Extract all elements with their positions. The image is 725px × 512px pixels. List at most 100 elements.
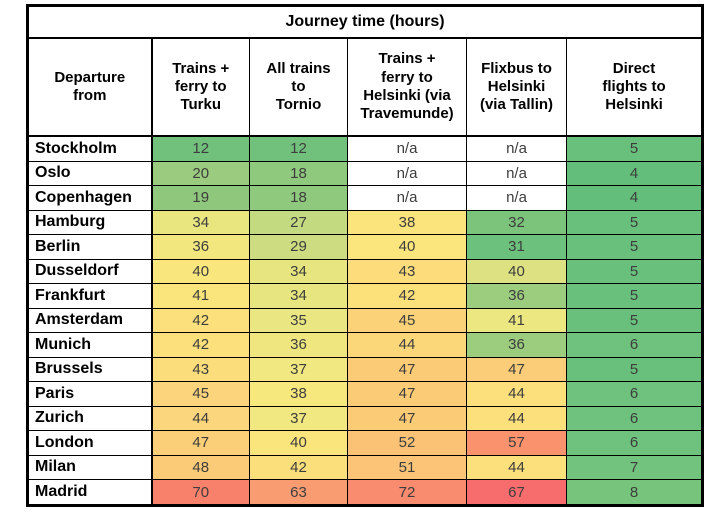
table-row: Paris 45 38 47 44 6 — [27, 381, 704, 407]
value-cell: 35 — [249, 307, 348, 334]
table-row: Oslo 20 18 n/a n/a 4 — [27, 160, 704, 187]
header-row: Departure from Trains + ferry to Turku A… — [27, 37, 704, 137]
table-row: Copenhagen 19 18 n/a n/a 4 — [27, 185, 704, 211]
value-cell: 6 — [565, 332, 704, 358]
value-cell: 43 — [151, 356, 250, 383]
value-cell: 48 — [151, 454, 250, 481]
value-cell: 57 — [466, 430, 567, 456]
value-cell: 38 — [249, 381, 348, 407]
value-cell: 47 — [347, 405, 467, 432]
title-row: Journey time (hours) — [26, 5, 704, 39]
column-header-flixbus-helsinki: Flixbus to Helsinki (via Tallin) — [466, 37, 567, 137]
value-cell: 34 — [249, 258, 348, 285]
table-row: Zurich 44 37 47 44 6 — [27, 405, 704, 432]
value-cell: n/a — [466, 160, 567, 187]
value-cell: 5 — [565, 135, 704, 162]
column-header-all-trains-tornio: All trains to Tornio — [249, 37, 348, 137]
city-cell: Copenhagen — [27, 185, 153, 211]
table-row: Munich 42 36 44 36 6 — [27, 332, 704, 358]
value-cell: 36 — [466, 332, 567, 358]
value-cell: 40 — [249, 430, 348, 456]
table-row: London 47 40 52 57 6 — [27, 430, 704, 456]
value-cell: 37 — [249, 405, 348, 432]
value-cell: 5 — [565, 283, 704, 309]
value-cell: 5 — [565, 258, 704, 285]
city-cell: Berlin — [27, 234, 153, 260]
table-body: Stockholm 12 12 n/a n/a 5 Oslo 20 18 n/a n/a 4 Copen… — [27, 135, 704, 506]
value-cell: n/a — [466, 135, 567, 162]
table-row: Dusseldorf 40 34 43 40 5 — [27, 258, 704, 285]
value-cell: 47 — [151, 430, 250, 456]
value-cell: 18 — [249, 160, 348, 187]
table-row: Brussels 43 37 47 47 5 — [27, 356, 704, 383]
table-row: Berlin 36 29 40 31 5 — [27, 234, 704, 260]
value-cell: 37 — [249, 356, 348, 383]
column-header-departure-from: Departure from — [27, 37, 153, 137]
value-cell: 51 — [347, 454, 467, 481]
value-cell: 70 — [151, 479, 250, 506]
value-cell: 63 — [249, 479, 348, 506]
table-row: Frankfurt 41 34 42 36 5 — [27, 283, 704, 309]
city-cell: Paris — [27, 381, 153, 407]
value-cell: 36 — [249, 332, 348, 358]
city-cell: Stockholm — [27, 135, 153, 162]
value-cell: 40 — [347, 234, 467, 260]
value-cell: 44 — [466, 405, 567, 432]
value-cell: 40 — [151, 258, 250, 285]
value-cell: 38 — [347, 209, 467, 236]
value-cell: 12 — [151, 135, 250, 162]
table-title: Journey time (hours) — [26, 5, 704, 39]
value-cell: 47 — [347, 381, 467, 407]
table-row: Madrid 70 63 72 67 8 — [27, 479, 704, 506]
column-header-trains-ferry-helsinki: Trains + ferry to Helsinki (via Travemun… — [347, 37, 467, 137]
value-cell: 44 — [347, 332, 467, 358]
value-cell: 6 — [565, 381, 704, 407]
value-cell: 8 — [565, 479, 704, 506]
value-cell: 47 — [466, 356, 567, 383]
city-cell: Hamburg — [27, 209, 153, 236]
journey-times-table: Journey time (hours) Departure from Trai… — [26, 4, 705, 507]
column-header-direct-flights-helsinki: Direct flights to Helsinki — [565, 37, 704, 137]
city-cell: Brussels — [27, 356, 153, 383]
city-cell: Milan — [27, 454, 153, 481]
value-cell: 5 — [565, 209, 704, 236]
value-cell: 44 — [151, 405, 250, 432]
value-cell: 44 — [466, 454, 567, 481]
value-cell: 4 — [565, 185, 704, 211]
value-cell: 29 — [249, 234, 348, 260]
value-cell: 67 — [466, 479, 567, 506]
value-cell: 18 — [249, 185, 348, 211]
value-cell: 34 — [249, 283, 348, 309]
value-cell: 34 — [151, 209, 250, 236]
value-cell: 40 — [466, 258, 567, 285]
value-cell: n/a — [347, 160, 467, 187]
value-cell: 4 — [565, 160, 704, 187]
city-cell: London — [27, 430, 153, 456]
table-row: Milan 48 42 51 44 7 — [27, 454, 704, 481]
value-cell: 6 — [565, 405, 704, 432]
value-cell: 43 — [347, 258, 467, 285]
table-row: Amsterdam 42 35 45 41 5 — [27, 307, 704, 334]
value-cell: 47 — [347, 356, 467, 383]
value-cell: 5 — [565, 307, 704, 334]
value-cell: 72 — [347, 479, 467, 506]
city-cell: Oslo — [27, 160, 153, 187]
value-cell: 31 — [466, 234, 567, 260]
value-cell: 42 — [347, 283, 467, 309]
value-cell: 19 — [151, 185, 250, 211]
value-cell: 5 — [565, 356, 704, 383]
value-cell: 45 — [151, 381, 250, 407]
value-cell: 20 — [151, 160, 250, 187]
value-cell: 41 — [151, 283, 250, 309]
value-cell: 27 — [249, 209, 348, 236]
city-cell: Munich — [27, 332, 153, 358]
value-cell: 32 — [466, 209, 567, 236]
value-cell: 42 — [151, 332, 250, 358]
value-cell: 42 — [151, 307, 250, 334]
city-cell: Madrid — [27, 479, 153, 506]
value-cell: 7 — [565, 454, 704, 481]
value-cell: 52 — [347, 430, 467, 456]
value-cell: n/a — [466, 185, 567, 211]
value-cell: n/a — [347, 185, 467, 211]
city-cell: Zurich — [27, 405, 153, 432]
